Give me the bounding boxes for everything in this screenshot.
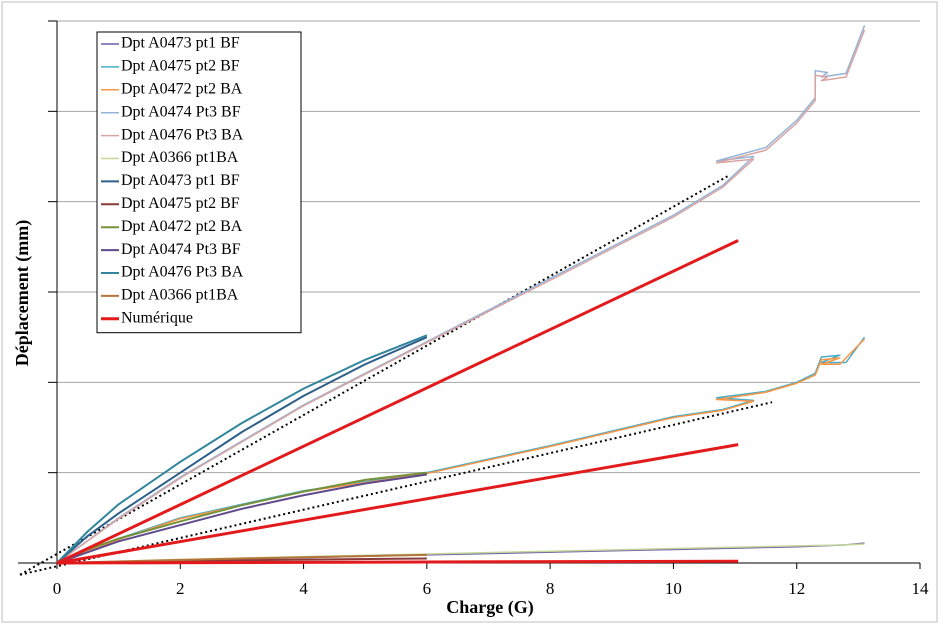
legend-label: Numérique bbox=[121, 309, 193, 326]
data-line bbox=[56, 443, 739, 565]
legend-label: Dpt A0473 pt1 BF bbox=[121, 172, 240, 189]
legend-box bbox=[96, 31, 302, 334]
legend-label: Dpt A0475 pt2 BF bbox=[121, 195, 240, 212]
data-line bbox=[56, 471, 427, 564]
x-tick-label: 12 bbox=[788, 579, 805, 598]
legend-label: Dpt A0366 pt1BA bbox=[121, 287, 239, 304]
x-tick-label: 10 bbox=[665, 579, 682, 598]
x-tick-label: 6 bbox=[423, 579, 432, 598]
legend-label: Dpt A0474 Pt3 BF bbox=[121, 103, 241, 120]
trendline bbox=[19, 174, 730, 576]
data-line bbox=[56, 473, 428, 564]
data-line bbox=[56, 559, 739, 565]
x-tick-label: 4 bbox=[299, 579, 308, 598]
data-line bbox=[56, 336, 428, 564]
x-axis-label: Charge (G) bbox=[446, 597, 533, 618]
data-line bbox=[56, 29, 866, 564]
legend-label: Dpt A0472 pt2 BA bbox=[121, 80, 243, 97]
x-tick-label: 14 bbox=[912, 579, 930, 598]
legend-label: Dpt A0476 Pt3 BA bbox=[121, 264, 244, 281]
x-tick-label: 2 bbox=[176, 579, 185, 598]
legend-label: Dpt A0472 pt2 BA bbox=[121, 218, 243, 235]
legend-label: Dpt A0474 Pt3 BF bbox=[121, 241, 241, 258]
legend-label: Dpt A0366 pt1BA bbox=[121, 149, 239, 166]
x-tick-label: 0 bbox=[53, 579, 62, 598]
legend-label: Dpt A0473 pt1 BF bbox=[121, 35, 240, 52]
y-axis-label: Déplacement (mm) bbox=[12, 220, 33, 366]
x-tick-label: 8 bbox=[546, 579, 555, 598]
trendline bbox=[19, 401, 773, 576]
legend-label: Dpt A0475 pt2 BF bbox=[121, 58, 240, 75]
data-line bbox=[56, 239, 739, 565]
legend-label: Dpt A0476 Pt3 BA bbox=[121, 126, 244, 143]
data-line bbox=[56, 334, 428, 564]
